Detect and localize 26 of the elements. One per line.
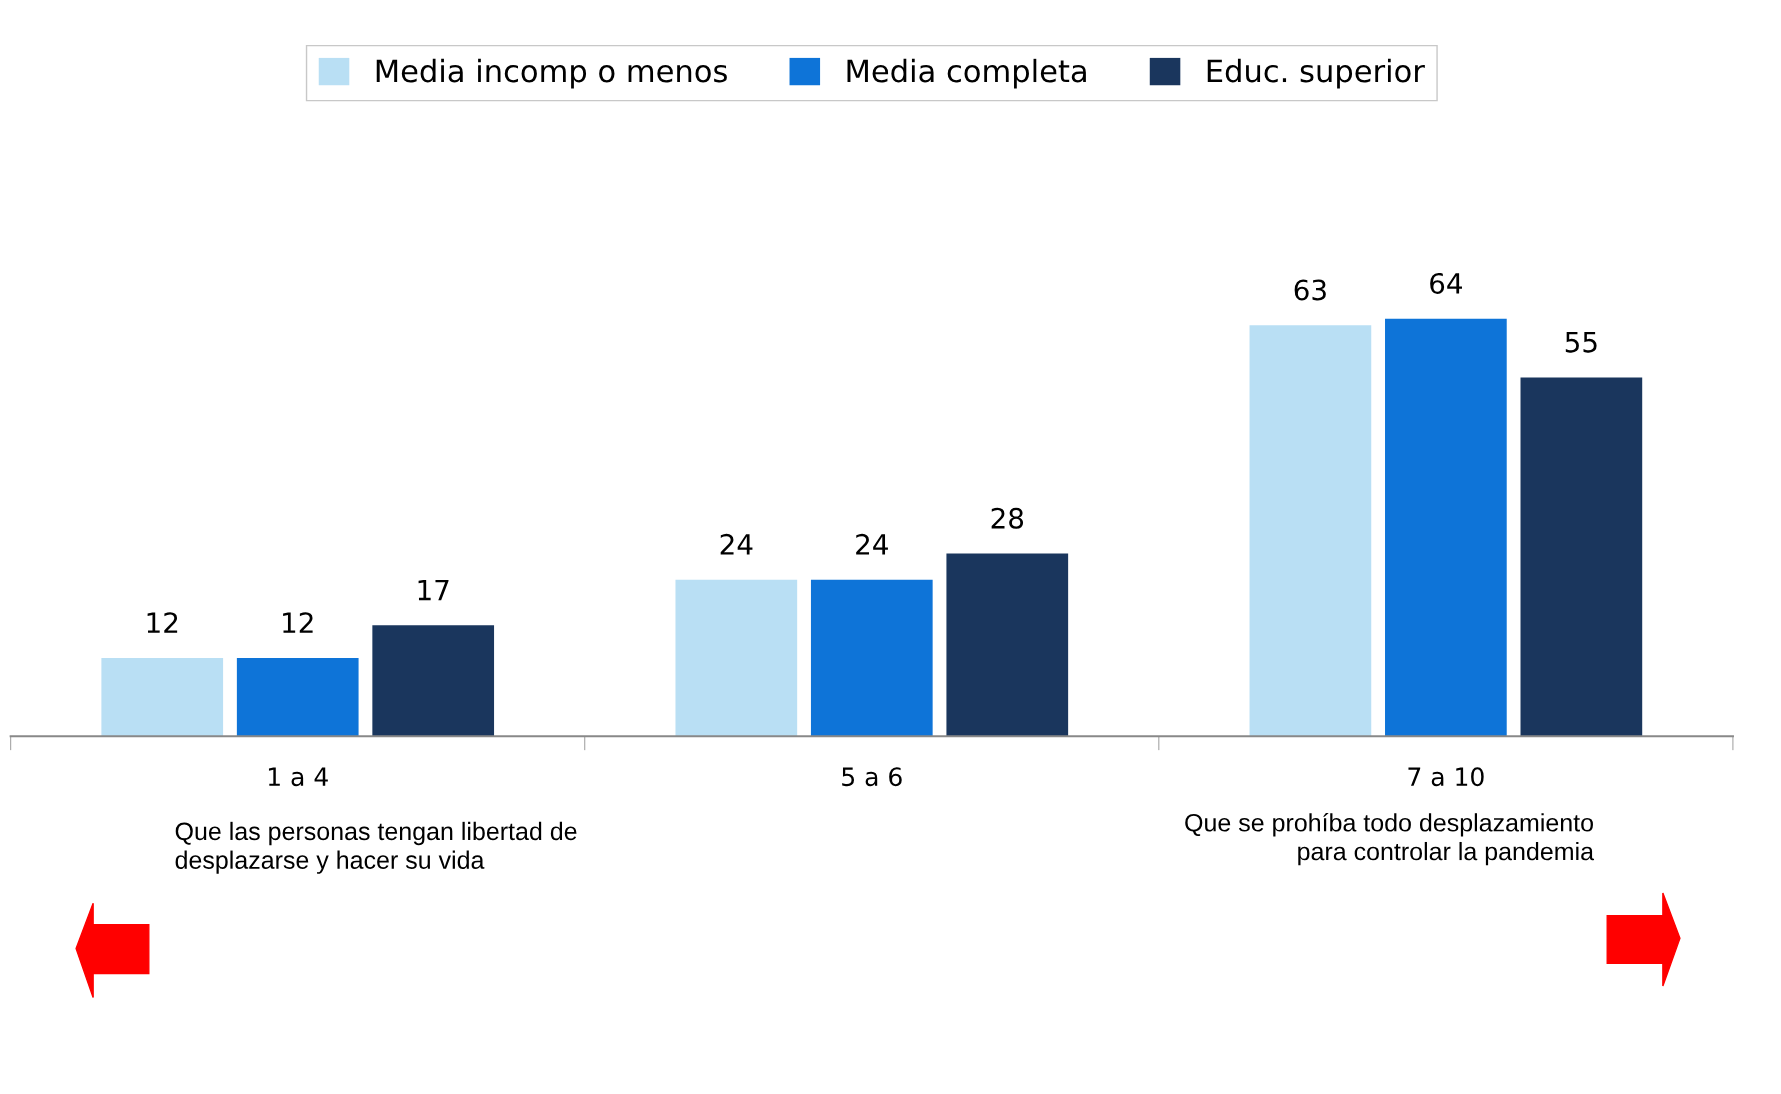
bar xyxy=(946,553,1069,737)
data-label: 12 xyxy=(283,612,313,633)
text: Que las personas tengan libertad de desplazarse y hacer su vida xyxy=(175,821,577,874)
bar xyxy=(1385,318,1507,737)
text: Que se prohíba todo desplazamiento para controlar la pandemia xyxy=(1185,812,1595,866)
bar xyxy=(372,625,495,737)
data-label: 63 xyxy=(1294,279,1326,301)
bar xyxy=(1520,377,1643,737)
data-label: 28 xyxy=(991,507,1024,529)
x-tick-label: 1 a 4 xyxy=(268,767,328,787)
legend-label: Media incomp o menos xyxy=(376,58,727,89)
bar xyxy=(236,657,359,737)
x-tick-label: 5 a 6 xyxy=(842,767,902,787)
data-label: 55 xyxy=(1565,331,1597,353)
data-label: 12 xyxy=(147,612,178,633)
data-label: 24 xyxy=(856,533,888,555)
data-label: 64 xyxy=(1430,272,1462,294)
bar xyxy=(810,579,933,737)
bar xyxy=(1249,325,1372,737)
data-label: 24 xyxy=(720,533,753,555)
bar xyxy=(675,579,798,737)
data-label: 17 xyxy=(418,579,449,601)
legend-label: Media completa xyxy=(847,58,1086,89)
x-tick-label: 7 a 10 xyxy=(1408,767,1484,787)
legend-label: Educ. superior xyxy=(1207,58,1425,89)
bar xyxy=(101,657,224,737)
